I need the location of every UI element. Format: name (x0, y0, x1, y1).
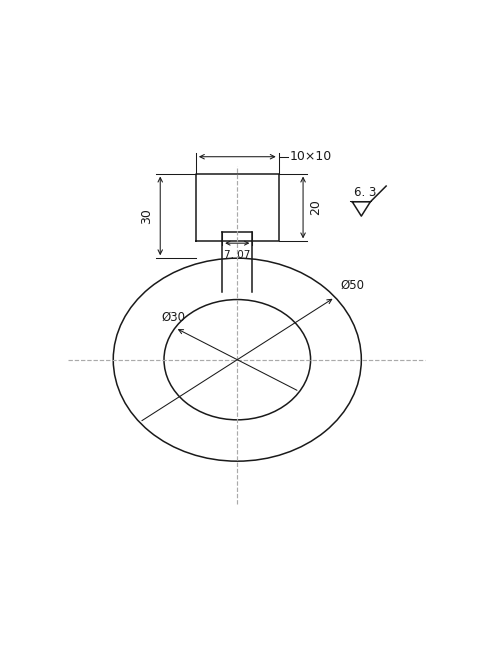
Text: Ø50: Ø50 (340, 278, 364, 291)
Text: 7. 07: 7. 07 (224, 250, 250, 260)
Text: Ø30: Ø30 (161, 310, 185, 323)
Text: 6. 3: 6. 3 (353, 186, 376, 199)
Text: 30: 30 (140, 208, 153, 224)
Text: 20: 20 (308, 199, 321, 215)
Text: 10×10: 10×10 (289, 150, 332, 163)
